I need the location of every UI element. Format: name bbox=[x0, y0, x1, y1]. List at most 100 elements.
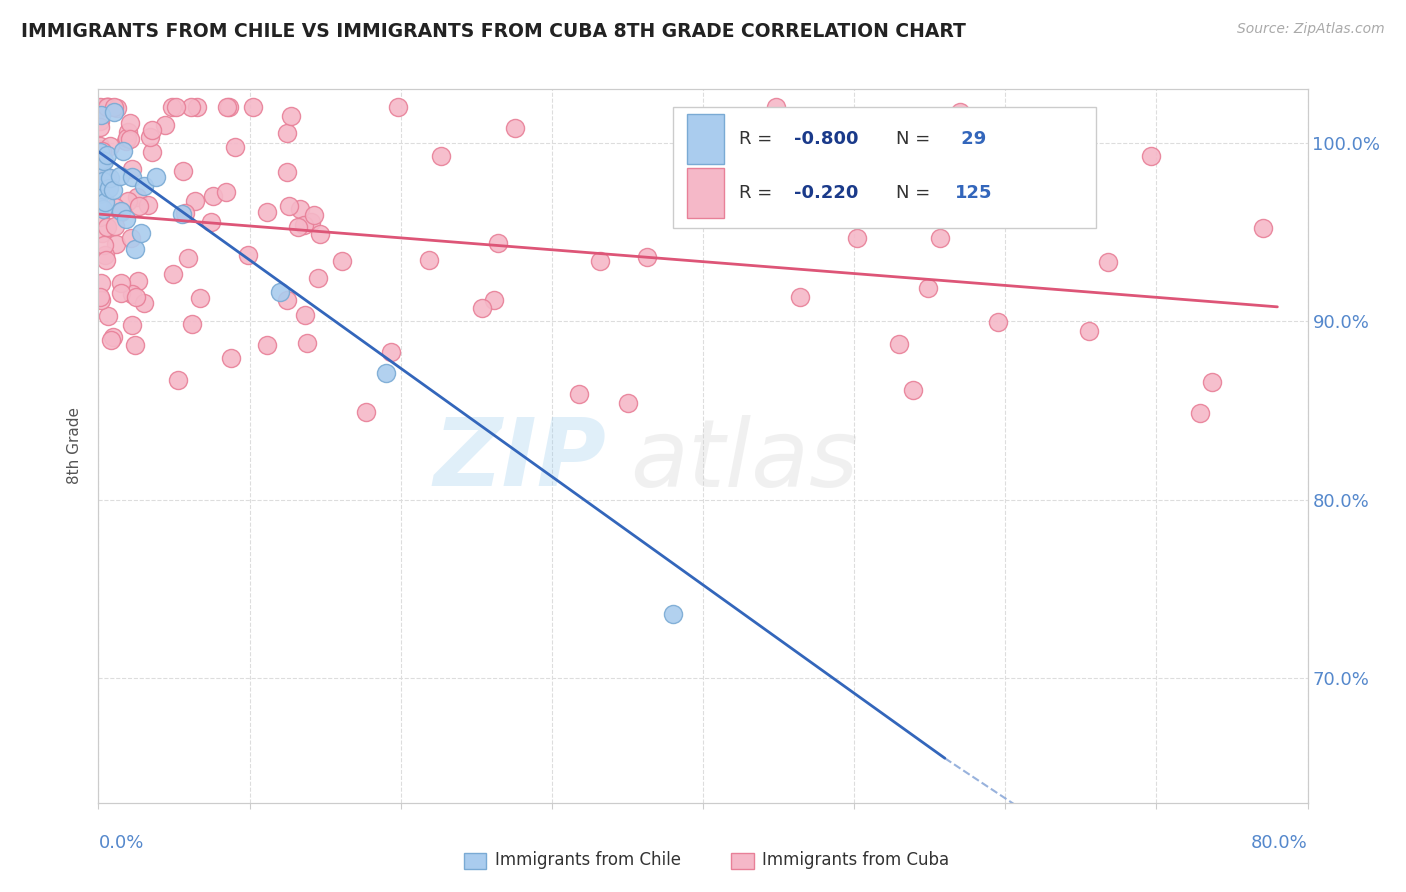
Text: N =: N = bbox=[897, 184, 936, 202]
Point bbox=[616, 396, 638, 410]
Point bbox=[115, 131, 138, 145]
Point bbox=[155, 118, 177, 132]
Point bbox=[125, 190, 148, 204]
Point bbox=[101, 330, 124, 344]
Point bbox=[188, 291, 211, 305]
Point bbox=[1140, 149, 1163, 163]
Point bbox=[114, 211, 136, 226]
Point bbox=[890, 120, 912, 134]
Point bbox=[280, 109, 302, 123]
Point bbox=[387, 100, 409, 114]
Point bbox=[127, 274, 149, 288]
Text: Immigrants from Chile: Immigrants from Chile bbox=[495, 851, 681, 869]
Point bbox=[100, 138, 122, 153]
Point bbox=[132, 179, 155, 194]
Text: 80.0%: 80.0% bbox=[1251, 834, 1308, 852]
Point bbox=[354, 405, 377, 419]
Point bbox=[201, 188, 224, 202]
Point bbox=[224, 139, 246, 153]
Point bbox=[256, 338, 278, 352]
Point bbox=[96, 169, 118, 184]
Point bbox=[308, 227, 330, 242]
Point bbox=[90, 293, 112, 308]
Point bbox=[219, 351, 242, 365]
Point bbox=[108, 169, 131, 184]
Point bbox=[170, 207, 193, 221]
Point bbox=[307, 271, 329, 285]
Point bbox=[129, 226, 152, 240]
Point bbox=[568, 387, 591, 401]
Point bbox=[162, 267, 184, 281]
Point bbox=[276, 165, 298, 179]
Text: 125: 125 bbox=[955, 184, 993, 202]
Point bbox=[636, 250, 658, 264]
Point bbox=[91, 174, 114, 188]
Point bbox=[238, 248, 260, 262]
Text: R =: R = bbox=[740, 184, 779, 202]
Point bbox=[139, 130, 162, 145]
Y-axis label: 8th Grade: 8th Grade bbox=[67, 408, 83, 484]
Point bbox=[167, 373, 190, 387]
Point bbox=[173, 206, 195, 220]
Point bbox=[177, 251, 200, 265]
Point bbox=[1188, 406, 1211, 420]
Point bbox=[120, 231, 142, 245]
Point bbox=[162, 100, 184, 114]
Point bbox=[288, 202, 311, 216]
Point bbox=[124, 242, 146, 256]
Point bbox=[180, 100, 202, 114]
Point bbox=[118, 131, 141, 145]
Point bbox=[96, 309, 118, 323]
Point bbox=[94, 100, 117, 114]
Point bbox=[89, 211, 111, 225]
Point bbox=[741, 135, 763, 149]
Point bbox=[218, 100, 240, 114]
Point bbox=[93, 153, 115, 168]
Point bbox=[1201, 375, 1223, 389]
Point bbox=[120, 116, 142, 130]
Point bbox=[94, 195, 117, 210]
Point bbox=[200, 215, 222, 229]
Point bbox=[117, 125, 139, 139]
Point bbox=[917, 281, 939, 295]
Point bbox=[287, 220, 309, 235]
Point bbox=[96, 148, 118, 162]
Text: N =: N = bbox=[897, 130, 936, 148]
Point bbox=[141, 145, 163, 160]
Point bbox=[90, 226, 112, 240]
Point bbox=[889, 336, 911, 351]
Point bbox=[103, 100, 125, 114]
Point bbox=[96, 100, 118, 114]
Point bbox=[90, 162, 112, 177]
Text: -0.220: -0.220 bbox=[793, 184, 858, 202]
Point bbox=[471, 301, 494, 316]
Point bbox=[132, 295, 155, 310]
Point bbox=[165, 100, 187, 114]
Point bbox=[256, 205, 278, 219]
Point bbox=[121, 170, 143, 185]
Point bbox=[482, 293, 505, 307]
Point bbox=[278, 198, 301, 212]
Point bbox=[128, 199, 150, 213]
Point bbox=[94, 248, 117, 262]
Point bbox=[100, 334, 122, 348]
Point bbox=[110, 205, 132, 219]
Point bbox=[184, 194, 207, 208]
Point bbox=[765, 100, 787, 114]
Point bbox=[181, 317, 204, 331]
Point bbox=[104, 200, 127, 214]
Point bbox=[117, 194, 139, 208]
Point bbox=[93, 238, 115, 252]
Bar bbox=[688, 114, 724, 164]
Point bbox=[115, 134, 138, 148]
Point bbox=[292, 218, 315, 232]
Point bbox=[89, 290, 111, 304]
Point bbox=[97, 100, 120, 114]
Point bbox=[105, 101, 128, 115]
Point bbox=[215, 185, 238, 199]
Point bbox=[418, 253, 440, 268]
Point bbox=[217, 100, 239, 114]
Point bbox=[91, 144, 114, 158]
Point bbox=[935, 124, 957, 138]
Point bbox=[91, 202, 114, 217]
